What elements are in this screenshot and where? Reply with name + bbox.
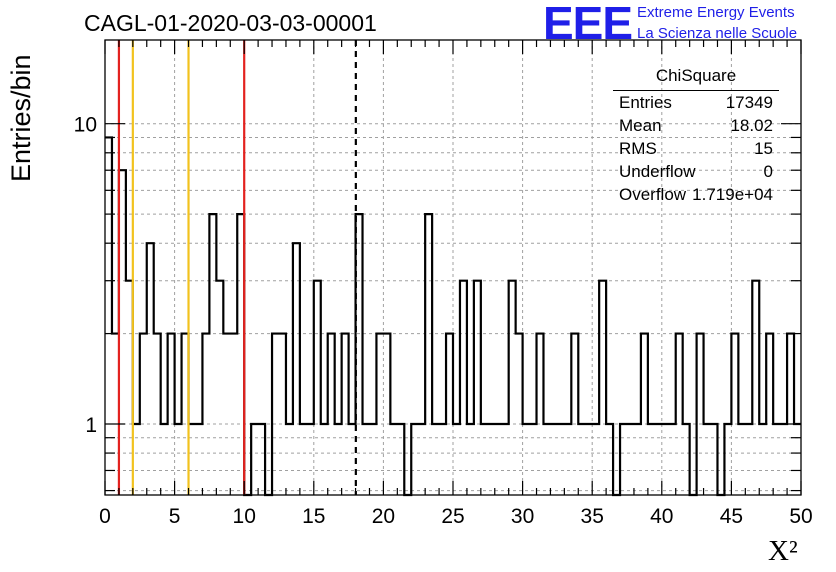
x-tick-label: 15: [302, 505, 325, 528]
stat-value: 17349: [725, 93, 773, 112]
x-tick-label: 20: [372, 505, 395, 528]
stat-name: RMS: [619, 139, 657, 158]
y-tick-label: 1: [85, 414, 97, 437]
stat-name: Overflow: [619, 185, 687, 204]
stat-value: 18.02: [730, 116, 773, 135]
x-tick-label: 5: [169, 505, 181, 528]
x-tick-label: 35: [581, 505, 604, 528]
stat-name: Underflow: [619, 162, 696, 181]
histogram-steps: [105, 136, 801, 497]
eee-logo-line2: La Scienza nelle Scuole: [637, 25, 798, 42]
y-axis-label: Entries/bin: [6, 54, 36, 182]
x-tick-label: 25: [441, 505, 464, 528]
x-tick-label: 0: [99, 505, 111, 528]
stat-value: 1.719e+04: [692, 185, 773, 204]
x-tick-label: 40: [650, 505, 673, 528]
stat-name: Entries: [619, 93, 672, 112]
y-tick-label: 10: [74, 114, 97, 137]
x-tick-label: 10: [233, 505, 256, 528]
eee-logo-line1: Extreme Energy Events: [637, 4, 795, 21]
stat-value: 0: [763, 162, 773, 181]
stat-row-overflow: Overflow 1.719e+04: [619, 185, 773, 208]
stat-row-mean: Mean 18.02: [619, 116, 773, 139]
stats-title-rule: [613, 90, 779, 91]
stat-row-rms: RMS 15: [619, 139, 773, 162]
x-tick-label: 45: [720, 505, 743, 528]
stats-box: ChiSquare Entries 17349 Mean 18.02 RMS 1…: [613, 66, 779, 204]
eee-logo: EEE: [543, 0, 633, 49]
x-axis-label: X²: [768, 535, 798, 567]
stat-row-underflow: Underflow 0: [619, 162, 773, 185]
x-tick-label: 30: [511, 505, 534, 528]
stats-title: ChiSquare: [655, 66, 737, 85]
stat-value: 15: [754, 139, 773, 158]
x-tick-label: 50: [789, 505, 812, 528]
stat-row-entries: Entries 17349: [619, 93, 773, 116]
stat-name: Mean: [619, 116, 662, 135]
run-title: CAGL-01-2020-03-03-00001: [84, 10, 377, 36]
